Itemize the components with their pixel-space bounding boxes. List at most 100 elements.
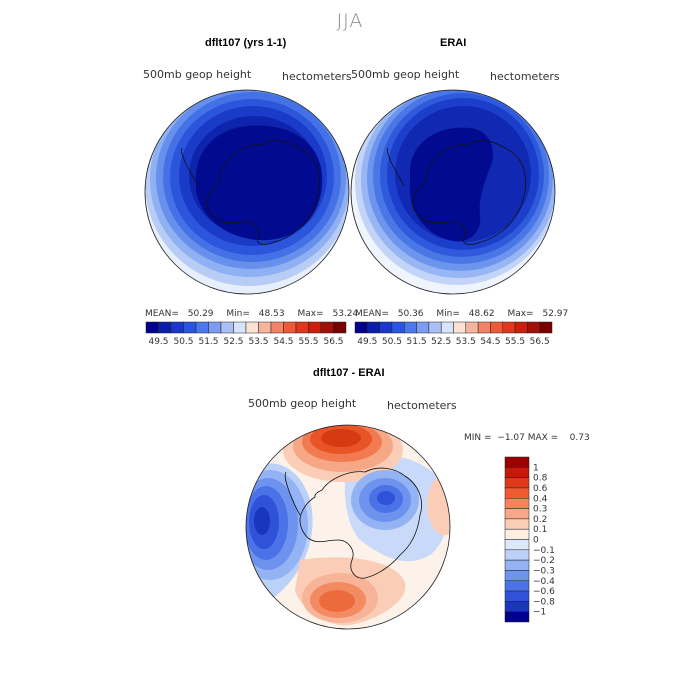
- diff-panel-units-label: hectometers: [387, 399, 457, 412]
- panel-1-variable-label: 500mb geop height: [143, 68, 252, 81]
- panel-1-mean-label: MEAN=: [145, 309, 179, 319]
- colorbar-diff-tick-label: −1: [533, 608, 546, 618]
- colorbar-panel-1-tick-label: 52.5: [223, 337, 243, 347]
- diff-panel-variable-label: 500mb geop height: [248, 397, 357, 410]
- colorbar-panel-2-tick-label: 50.5: [382, 337, 402, 347]
- colorbar-panel-1-swatch: [208, 321, 222, 334]
- colorbar-panel-1-swatch: [270, 321, 284, 334]
- panel-1-stats: MEAN= 50.29 Min= 48.53 Max= 53.24: [145, 309, 358, 319]
- colorbar-diff-tick-label: 0: [533, 536, 539, 546]
- colorbar-diff-tick-label: 0.8: [533, 474, 548, 484]
- colorbar-diff-tick-label: 1: [533, 463, 539, 473]
- map-panel-2-border: [350, 89, 556, 295]
- map-panel-1-peninsula: [180, 147, 199, 187]
- colorbar-panel-2-swatch: [539, 321, 553, 334]
- colorbar-diff-swatch: [504, 518, 530, 530]
- colorbar-panel-2-swatch: [514, 321, 528, 334]
- colorbar-diff-swatch: [504, 549, 530, 561]
- panel-2-stats: MEAN= 50.36 Min= 48.62 Max= 52.97: [355, 309, 568, 319]
- panel-2-min-label: Min=: [436, 309, 460, 319]
- map-panel-1-coastline: [206, 140, 320, 245]
- panel-1-max-value: 53.24: [332, 309, 359, 319]
- panel-2-min-value: 48.62: [468, 309, 495, 319]
- colorbar-panel-1-swatch: [245, 321, 259, 334]
- colorbar-diff-swatch: [504, 601, 530, 612]
- map-panel-diff: [246, 425, 450, 629]
- panel-1-title: dflt107 (yrs 1-1): [205, 37, 287, 49]
- colorbar-panel-2-swatch: [379, 321, 393, 334]
- colorbar-diff-swatch: [504, 580, 530, 592]
- colorbar-diff-swatch: [504, 570, 530, 581]
- colorbar-panel-2-tick-label: 54.5: [480, 337, 500, 347]
- colorbar-panel-2-swatch: [490, 321, 503, 334]
- colorbar-panel-2-swatch: [367, 321, 380, 334]
- colorbar-diff-tick-label: 0.1: [533, 525, 547, 535]
- colorbar-diff-tick-label: −0.1: [533, 546, 555, 556]
- map-panel-diff-border: [245, 424, 451, 630]
- panel-1-max-label: Max=: [297, 309, 324, 319]
- diff-panel-title: dflt107 - ERAI: [313, 367, 385, 379]
- colorbar-panel-2-tick-label: 49.5: [357, 337, 377, 347]
- colorbar-panel-2-tick-label: 51.5: [407, 337, 427, 347]
- colorbar-panel-2-swatch: [453, 321, 467, 334]
- colorbar-panel-2: 49.5 50.5 51.5 52.5 53.5 54.5 55.5 56.5: [354, 321, 553, 347]
- colorbar-panel-1-swatch: [170, 321, 184, 334]
- colorbar-panel-1-tick-label: 54.5: [273, 337, 293, 347]
- colorbar-diff-tick-label: −0.6: [533, 587, 555, 597]
- colorbar-panel-1-swatch: [308, 321, 322, 334]
- colorbar-panel-2-swatch: [428, 321, 442, 334]
- colorbar-panel-1-swatch: [220, 321, 234, 334]
- colorbar-panel-2-swatch: [465, 321, 479, 334]
- figure-title: JJA: [336, 10, 364, 32]
- map-panel-2-peninsula: [386, 147, 405, 187]
- panel-1-min-label: Min=: [226, 309, 250, 319]
- colorbar-panel-1-swatch: [295, 321, 309, 334]
- colorbar-panel-2-tick-label: 52.5: [431, 337, 451, 347]
- colorbar-diff-swatch: [504, 508, 530, 520]
- colorbar-panel-2-tick-label: 55.5: [505, 337, 525, 347]
- panel-2-max-value: 52.97: [542, 309, 569, 319]
- colorbar-diff-tick-label: 0.6: [533, 484, 548, 494]
- colorbar-panel-2-swatch: [391, 321, 405, 334]
- colorbar-diff-tick-label: −0.2: [533, 556, 555, 566]
- colorbar-diff-tick-label: −0.8: [533, 597, 555, 607]
- colorbar-panel-1-tick-label: 53.5: [248, 337, 268, 347]
- colorbar-diff-swatch: [504, 498, 530, 509]
- colorbar-diff-tick-label: −0.3: [533, 566, 555, 576]
- colorbar-diff-tick-label: 0.3: [533, 505, 547, 515]
- colorbar-diff-swatch: [504, 539, 530, 551]
- map-panel-2: [351, 90, 555, 294]
- panel-2-variable-label: 500mb geop height: [351, 68, 460, 81]
- colorbar-diff-tick-label: 0.4: [533, 494, 548, 504]
- colorbar-diff-swatch: [504, 477, 530, 489]
- colorbar-diff-swatch: [504, 590, 530, 602]
- panel-1-min-value: 48.53: [258, 309, 285, 319]
- colorbar-panel-1-swatch: [258, 321, 272, 334]
- panel-2-units-label: hectometers: [490, 70, 560, 83]
- colorbar-panel-1-swatch: [233, 321, 247, 334]
- colorbar-diff-swatch: [504, 467, 530, 478]
- map-panel-2-coastline: [412, 140, 526, 245]
- colorbar-panel-1-swatch: [320, 321, 334, 334]
- colorbar-panel-2-tick-label: 56.5: [530, 337, 550, 347]
- colorbar-diff-swatch: [504, 528, 530, 540]
- colorbar-diff-swatch: [504, 456, 530, 468]
- panel-2-mean-value: 50.36: [397, 309, 424, 319]
- colorbar-panel-2-swatch: [477, 321, 491, 334]
- map-panel-diff-coastline: [299, 467, 422, 579]
- colorbar-panel-2-swatch: [502, 321, 516, 334]
- diff-panel-stats: MIN = −1.07 MAX = 0.73: [464, 433, 590, 443]
- colorbar-panel-1-swatch: [333, 321, 347, 334]
- colorbar-panel-1-swatch: [195, 321, 209, 334]
- colorbar-panel-1-tick-label: 50.5: [173, 337, 193, 347]
- map-panel-1-border: [144, 89, 350, 295]
- colorbar-panel-1-tick-label: 49.5: [148, 337, 168, 347]
- colorbar-diff: 10.80.60.40.30.20.10−0.1−0.2−0.3−0.4−0.6…: [504, 456, 555, 623]
- colorbar-diff-tick-label: −0.4: [533, 577, 555, 587]
- colorbar-panel-2-swatch: [440, 321, 454, 334]
- colorbar-panel-2-swatch: [527, 321, 540, 334]
- panel-2-max-label: Max=: [507, 309, 534, 319]
- colorbar-panel-2-swatch: [404, 321, 417, 334]
- colorbar-panel-1-swatch: [158, 321, 172, 334]
